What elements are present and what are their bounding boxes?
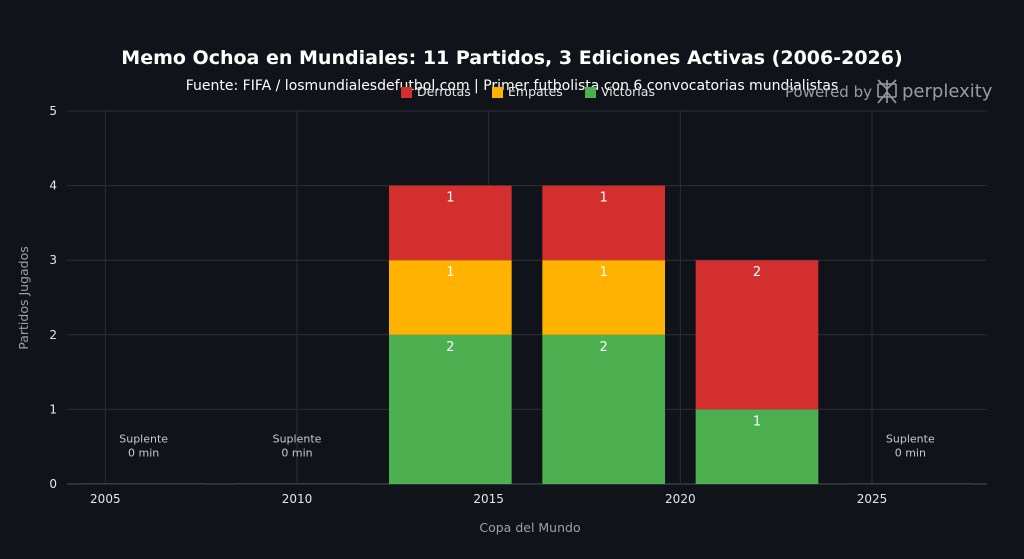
legend[interactable]: Derrotas Empates Victorias — [401, 84, 655, 99]
legend-swatch — [585, 87, 596, 98]
bar-value-label: 1 — [753, 414, 761, 429]
y-tick-label: 3 — [49, 253, 57, 267]
bar-value-label: 1 — [600, 191, 608, 206]
y-tick-label: 5 — [49, 104, 57, 118]
bar-victorias-2018 — [542, 334, 665, 484]
legend-item-derrotas[interactable]: Derrotas — [401, 84, 471, 99]
annotation-text: Suplente — [119, 433, 168, 446]
annotation-text: Suplente — [273, 433, 322, 446]
x-tick-label: 2015 — [473, 492, 504, 506]
annotation-text: 0 min — [895, 447, 926, 460]
x-tick-label: 2020 — [665, 492, 696, 506]
y-tick-label: 1 — [49, 402, 57, 416]
y-tick-label: 0 — [49, 477, 57, 491]
bar-derrotas-2018 — [542, 185, 665, 261]
legend-label: Derrotas — [417, 84, 471, 99]
bar-empates-2014 — [389, 260, 512, 335]
legend-swatch — [492, 87, 503, 98]
y-axis-label: Partidos Jugados — [16, 246, 31, 350]
bar-value-label: 2 — [753, 265, 761, 280]
perplexity-logo-icon — [877, 79, 897, 104]
watermark-brand: perplexity — [902, 81, 993, 102]
bar-empty-2010 — [235, 483, 359, 485]
y-tick-label: 4 — [49, 179, 57, 193]
y-tick-label: 2 — [49, 328, 57, 342]
bar-value-label: 1 — [600, 265, 608, 280]
bar-value-label: 2 — [600, 340, 608, 355]
x-tick-labels: 2005 2010 2015 2020 2025 — [90, 492, 887, 506]
bar-value-label: 1 — [446, 191, 454, 206]
chart-subtitle: Fuente: FIFA / losmundialesdefutbol.com … — [186, 78, 838, 94]
legend-label: Victorias — [601, 84, 655, 99]
x-axis-label: Copa del Mundo — [479, 520, 580, 535]
watermark-prefix: Powered by — [785, 83, 872, 101]
bar-derrotas-2014 — [389, 185, 512, 261]
bar-derrotas-2022 — [695, 260, 819, 410]
bar-value-label: 2 — [446, 340, 454, 355]
bars — [82, 185, 972, 485]
gridlines — [67, 110, 987, 485]
annotation-text: 0 min — [128, 447, 159, 460]
bar-empates-2018 — [542, 260, 665, 335]
bar-empty-2026 — [849, 483, 972, 485]
bar-labels: 2 1 1 2 1 1 1 2 — [446, 191, 761, 430]
chart-title: Memo Ochoa en Mundiales: 11 Partidos, 3 … — [121, 47, 902, 69]
legend-item-victorias[interactable]: Victorias — [585, 84, 655, 99]
x-tick-label: 2010 — [282, 492, 313, 506]
x-tick-label: 2005 — [90, 492, 121, 506]
bar-victorias-2022 — [695, 409, 819, 484]
legend-label: Empates — [508, 84, 563, 99]
x-tick-label: 2025 — [857, 492, 888, 506]
y-tick-labels: 0 1 2 3 4 5 — [49, 104, 57, 491]
legend-item-empates[interactable]: Empates — [492, 84, 563, 99]
bar-victorias-2014 — [389, 334, 512, 484]
watermark: Powered by perplexity — [785, 79, 993, 104]
legend-swatch — [401, 87, 412, 98]
annotation-text: Suplente — [886, 433, 935, 446]
annotation-text: 0 min — [281, 447, 312, 460]
bar-empty-2006 — [82, 483, 205, 485]
bar-value-label: 1 — [446, 265, 454, 280]
